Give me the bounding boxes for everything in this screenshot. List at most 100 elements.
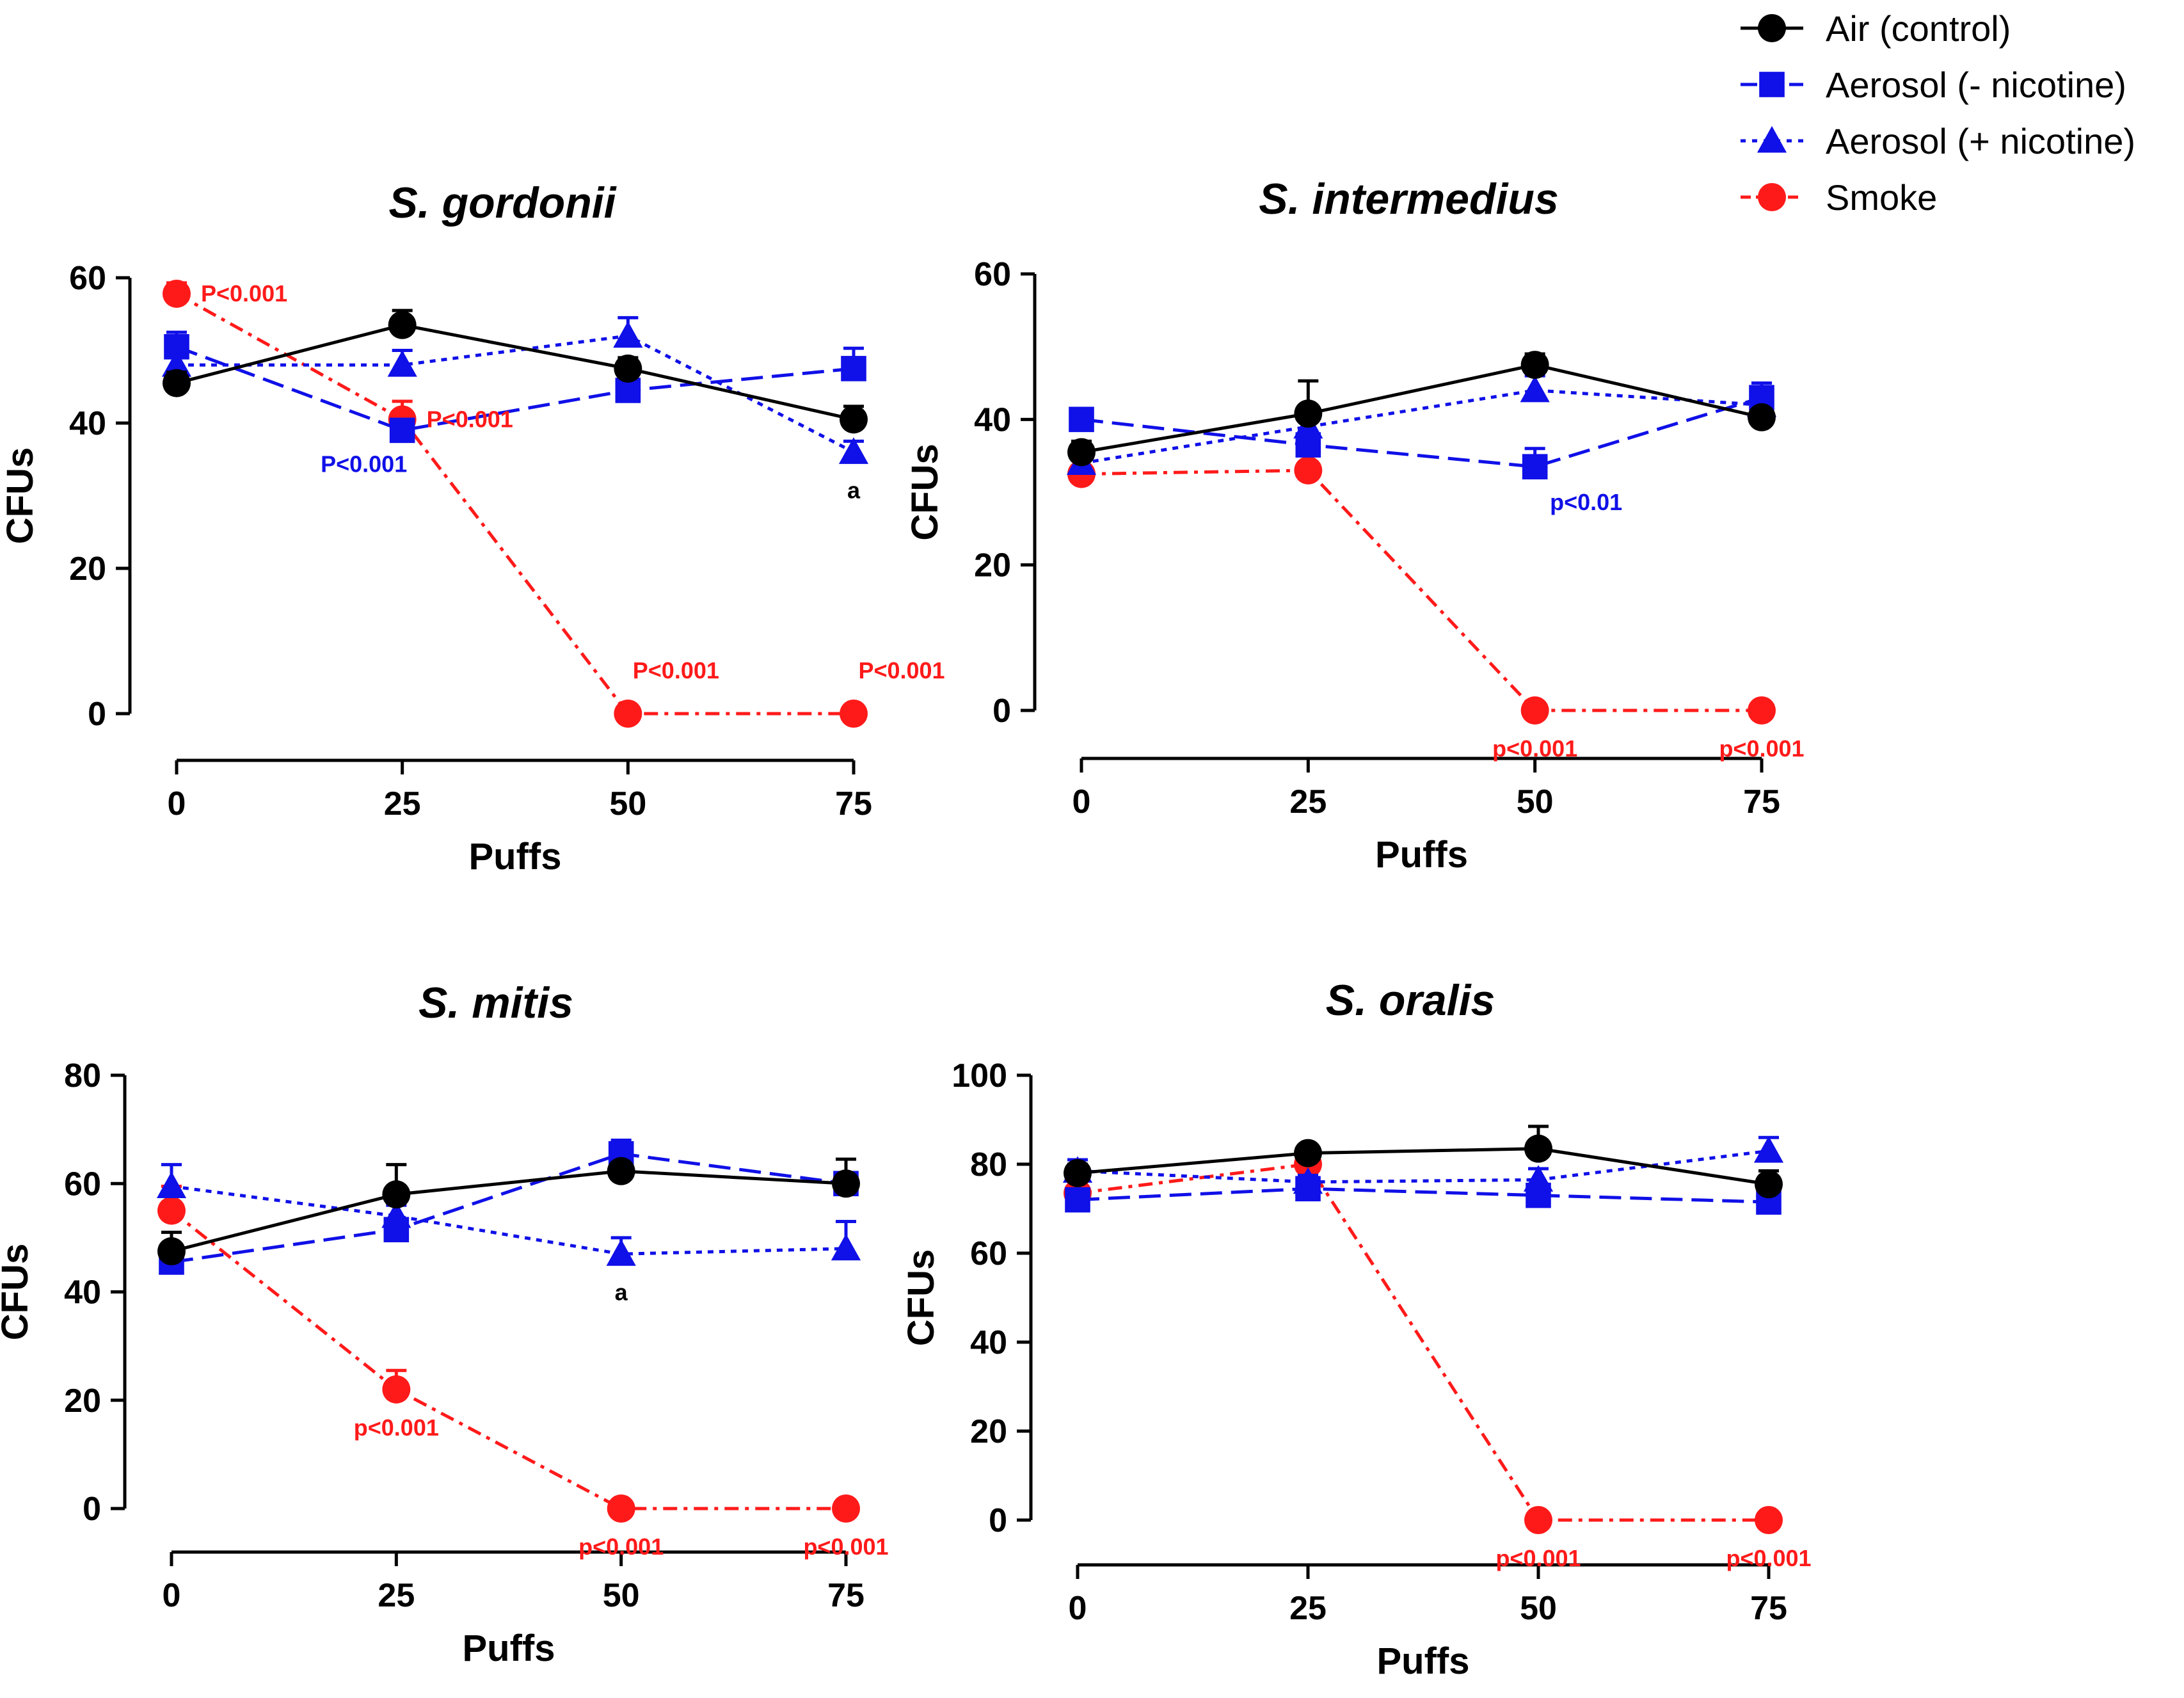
charts-container: S. gordonii 0 20 40 60 CFUs 0 25 50 75 Puffs P<0.00… [0, 175, 1812, 1682]
legend-item-air-control: Air (control) [1741, 8, 2011, 49]
series-aerosol-nicotine [1069, 381, 1774, 480]
data-point [838, 437, 869, 464]
data-point [840, 700, 868, 728]
data-point [614, 700, 642, 728]
data-point [1069, 406, 1094, 433]
annotation-label: p<0.001 [803, 1534, 888, 1560]
data-point [841, 356, 866, 381]
x-tick-label: 50 [603, 1577, 640, 1614]
annotation-label: p<0.001 [578, 1534, 664, 1560]
series-air-control [157, 1157, 860, 1266]
y-axis-label: CFUs [900, 1249, 942, 1346]
legend-marker [1759, 72, 1785, 97]
y-tick-label: 60 [69, 260, 106, 297]
series-line [171, 1185, 847, 1256]
data-point [1522, 454, 1548, 480]
y-tick-label: 0 [88, 696, 106, 733]
x-tick-label: 25 [378, 1577, 415, 1614]
series-air-control [163, 308, 868, 434]
x-axis-label: Puffs [463, 1628, 555, 1669]
series-line [170, 1209, 846, 1510]
y-tick-label: 100 [952, 1057, 1007, 1094]
data-point [388, 310, 417, 339]
y-tick-label: 0 [989, 1502, 1007, 1539]
y-tick-label: 20 [974, 547, 1011, 584]
series-line [1081, 363, 1762, 454]
data-point [831, 1233, 861, 1261]
y-tick-label: 0 [83, 1491, 101, 1528]
series-smoke [1064, 1150, 1783, 1534]
data-point [157, 1237, 186, 1266]
y-tick-label: 20 [69, 550, 106, 588]
data-point [1067, 438, 1096, 467]
legend-item-aerosol-nicotine: Aerosol (- nicotine) [1741, 65, 2126, 105]
annotation-label: P<0.001 [321, 451, 407, 477]
series-line [175, 292, 854, 716]
data-point [1526, 1182, 1551, 1208]
x-tick-label: 75 [835, 785, 872, 822]
legend-item-aerosol-nicotine: Aerosol (+ nicotine) [1741, 121, 2135, 161]
chart-panel-s-intermedius: S. intermedius 0 20 40 60 CFUs 0 25 50 75 Puffs p<0… [904, 175, 1805, 876]
y-tick-label: 80 [970, 1146, 1007, 1183]
data-point [389, 417, 415, 444]
x-axis-label: Puffs [469, 836, 562, 877]
legend-label: Air (control) [1826, 8, 2011, 49]
annotation-label: P<0.001 [858, 657, 945, 684]
x-tick-label: 0 [1069, 1590, 1087, 1627]
annotation-label: a [615, 1279, 628, 1305]
series-smoke [163, 279, 868, 728]
y-tick-label: 40 [64, 1274, 101, 1311]
series-line [171, 1152, 847, 1264]
data-point [161, 350, 192, 377]
y-tick-label: 60 [974, 256, 1011, 293]
data-point [607, 1157, 635, 1185]
annotation-label: P<0.001 [633, 657, 719, 684]
annotation-label: a [847, 477, 861, 503]
x-tick-label: 50 [1517, 783, 1554, 821]
data-point [163, 279, 191, 308]
series-smoke [1067, 456, 1776, 725]
x-tick-label: 75 [1750, 1590, 1787, 1627]
series-line [176, 323, 854, 421]
series-aerosol-nicotine [164, 330, 866, 444]
x-tick-label: 50 [1520, 1590, 1557, 1627]
y-tick-label: 40 [974, 401, 1011, 438]
legend-label: Aerosol (- nicotine) [1826, 65, 2126, 105]
y-tick-label: 40 [69, 405, 106, 442]
annotation-label: p<0.001 [1726, 1545, 1811, 1571]
series-line [1081, 396, 1762, 469]
series-aerosol-nicotine [159, 1139, 859, 1275]
data-point [1065, 1187, 1090, 1213]
data-point [157, 1196, 186, 1225]
annotation-label: P<0.001 [427, 406, 513, 432]
y-tick-label: 40 [970, 1324, 1007, 1361]
data-point [156, 1171, 187, 1198]
y-axis-label: CFUs [0, 447, 41, 544]
data-point [1755, 1170, 1783, 1199]
data-point [606, 1239, 636, 1266]
y-tick-label: 60 [970, 1235, 1007, 1272]
data-point [382, 1180, 411, 1209]
y-tick-label: 0 [992, 693, 1011, 730]
x-tick-label: 50 [609, 785, 646, 822]
legend-marker [1758, 14, 1786, 42]
data-point [387, 350, 417, 377]
y-axis-label: CFUs [904, 444, 946, 540]
data-point [613, 321, 643, 348]
x-tick-label: 0 [1072, 783, 1091, 821]
chart-title: S. mitis [418, 979, 573, 1027]
data-point [1524, 1134, 1552, 1163]
data-point [1524, 1506, 1552, 1534]
x-axis-label: Puffs [1375, 834, 1468, 876]
data-point [1294, 456, 1323, 485]
y-tick-label: 60 [64, 1165, 101, 1203]
legend-label: Smoke [1826, 177, 1937, 218]
series-air-control [1064, 1125, 1783, 1199]
x-tick-label: 25 [1289, 783, 1327, 821]
annotation-label: p<0.01 [1550, 489, 1622, 515]
annotation-label: p<0.001 [1492, 735, 1577, 762]
data-point [164, 334, 189, 360]
series-line [171, 1169, 847, 1253]
chart-panel-s-gordonii: S. gordonii 0 20 40 60 CFUs 0 25 50 75 Puffs P<0.00… [0, 179, 945, 877]
